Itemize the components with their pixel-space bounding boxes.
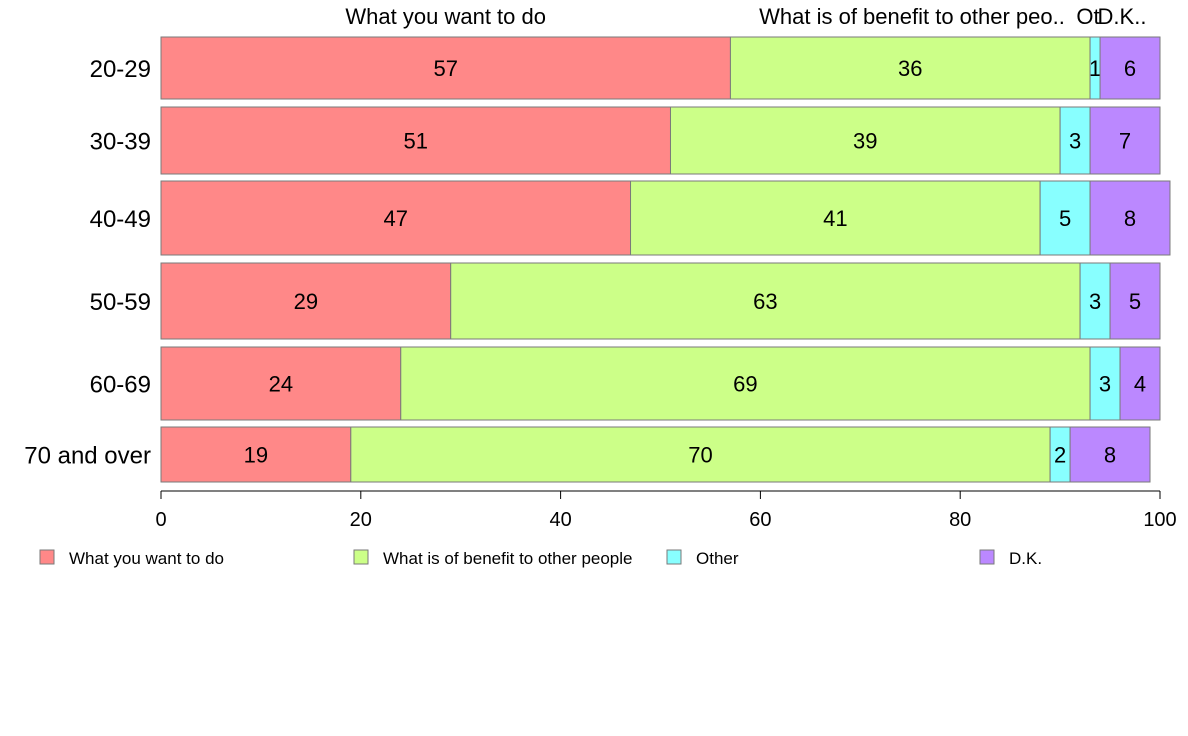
bar-segment bbox=[350, 426, 1051, 483]
x-tick-label: 0 bbox=[155, 509, 166, 531]
data-label: 3 bbox=[1069, 129, 1081, 154]
data-label: 51 bbox=[404, 129, 428, 154]
x-tick-label: 40 bbox=[549, 509, 571, 531]
x-tick-label: 60 bbox=[749, 509, 771, 531]
bar-segment bbox=[160, 180, 632, 256]
data-label: 24 bbox=[269, 372, 293, 397]
data-label: 8 bbox=[1124, 206, 1136, 231]
y-tick-label: 60-69 bbox=[90, 372, 151, 399]
legend-swatch bbox=[39, 549, 55, 565]
bar-segment bbox=[669, 106, 1061, 175]
y-tick-label: 40-49 bbox=[90, 206, 151, 233]
y-axis-labels: 20-29 30-39 40-49 50-59 60-69 70 and over bbox=[24, 56, 151, 470]
bar-segment bbox=[1079, 262, 1111, 340]
data-label: 19 bbox=[244, 443, 268, 468]
x-axis: 0 20 40 60 80 100 bbox=[155, 490, 1177, 531]
bar-segment bbox=[160, 36, 731, 100]
data-label: 8 bbox=[1104, 443, 1116, 468]
bar-segment bbox=[1109, 262, 1161, 340]
bar-segment bbox=[1059, 106, 1091, 175]
bar-segment bbox=[1089, 180, 1171, 256]
y-tick-label: 50-59 bbox=[90, 289, 151, 316]
data-label: 5 bbox=[1129, 289, 1141, 314]
bar-segment bbox=[1119, 346, 1161, 421]
top-label: D.K.. bbox=[1098, 4, 1147, 29]
data-label: 39 bbox=[853, 129, 877, 154]
y-tick-label: 20-29 bbox=[90, 56, 151, 83]
data-label: 6 bbox=[1124, 56, 1136, 81]
bar-segment bbox=[160, 106, 671, 175]
data-label: 69 bbox=[733, 372, 757, 397]
bar-segment bbox=[630, 180, 1041, 256]
top-labels: What you want to do What is of benefit to… bbox=[345, 4, 1146, 29]
legend-swatch bbox=[666, 549, 682, 565]
data-label: 63 bbox=[753, 289, 777, 314]
bar-segment bbox=[729, 36, 1091, 100]
legend-label: Other bbox=[696, 549, 739, 568]
bar-segment bbox=[1039, 180, 1091, 256]
top-label: What you want to do bbox=[345, 4, 546, 29]
legend-swatch bbox=[353, 549, 369, 565]
data-label: 36 bbox=[898, 56, 922, 81]
data-label: 57 bbox=[433, 56, 457, 81]
bar-segment bbox=[1099, 36, 1161, 100]
bar-segment bbox=[1069, 426, 1151, 483]
top-label: What is of benefit to other peo.. bbox=[759, 4, 1065, 29]
bar-segment bbox=[1089, 346, 1121, 421]
data-label: 29 bbox=[294, 289, 318, 314]
bar-segment bbox=[160, 262, 452, 340]
x-tick-label: 20 bbox=[350, 509, 372, 531]
x-tick-label: 100 bbox=[1143, 509, 1176, 531]
data-label: 3 bbox=[1099, 372, 1111, 397]
data-label: 2 bbox=[1054, 443, 1066, 468]
data-label: 70 bbox=[688, 443, 712, 468]
bar-segment bbox=[1089, 106, 1161, 175]
top-label: Ot bbox=[1076, 4, 1099, 29]
data-label: 4 bbox=[1134, 372, 1146, 397]
data-label: 47 bbox=[384, 206, 408, 231]
y-tick-label: 30-39 bbox=[90, 129, 151, 156]
legend-label: What you want to do bbox=[69, 549, 224, 568]
data-label: 5 bbox=[1059, 206, 1071, 231]
data-label: 3 bbox=[1089, 289, 1101, 314]
data-label: 7 bbox=[1119, 129, 1131, 154]
x-tick-label: 80 bbox=[949, 509, 971, 531]
legend-label: What is of benefit to other people bbox=[383, 549, 633, 568]
bar-segment bbox=[450, 262, 1081, 340]
legend-swatch bbox=[979, 549, 995, 565]
bars: 57 36 1 651 39 3 747 41 5 829 63 3 524 69 3 419 70 2 8 bbox=[160, 36, 1171, 483]
data-label: 41 bbox=[823, 206, 847, 231]
legend: What you want to do What is of benefit to… bbox=[39, 549, 1042, 568]
y-tick-label: 70 and over bbox=[24, 443, 151, 470]
legend-label: D.K. bbox=[1009, 549, 1042, 568]
data-label: 1 bbox=[1089, 56, 1101, 81]
